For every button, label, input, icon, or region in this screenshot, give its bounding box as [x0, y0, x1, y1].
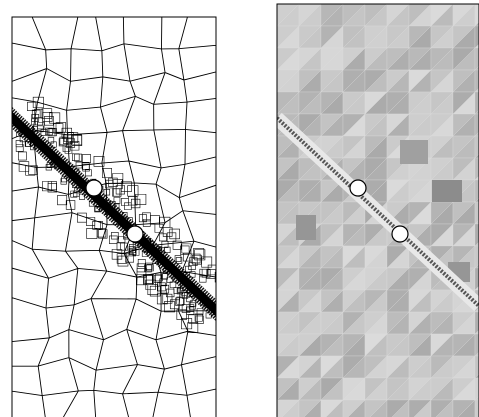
patch — [475, 114, 479, 136]
hole — [86, 180, 102, 196]
patch — [475, 70, 479, 92]
dark-patch — [296, 215, 316, 240]
patch — [475, 26, 479, 48]
patch — [475, 268, 479, 290]
patch — [475, 356, 479, 378]
quad-mesh — [0, 17, 244, 417]
dense-band — [7, 113, 221, 315]
patch — [475, 378, 479, 400]
patch — [475, 4, 479, 26]
patch — [475, 246, 479, 268]
patch — [475, 158, 479, 180]
figure — [0, 0, 479, 417]
patch — [475, 224, 479, 246]
hole — [350, 180, 366, 196]
dark-patch — [400, 140, 428, 164]
patch — [475, 334, 479, 356]
patch — [475, 202, 479, 224]
error-map — [277, 4, 479, 417]
patch — [475, 400, 479, 417]
dark-patch — [432, 180, 462, 202]
patch — [475, 48, 479, 70]
patch — [475, 180, 479, 202]
patch — [475, 312, 479, 334]
hole — [127, 226, 143, 242]
hole — [392, 226, 408, 242]
page: (() => { const NS = 'http://www.w3.org/2… — [0, 0, 479, 417]
patch — [475, 92, 479, 114]
patch — [475, 136, 479, 158]
